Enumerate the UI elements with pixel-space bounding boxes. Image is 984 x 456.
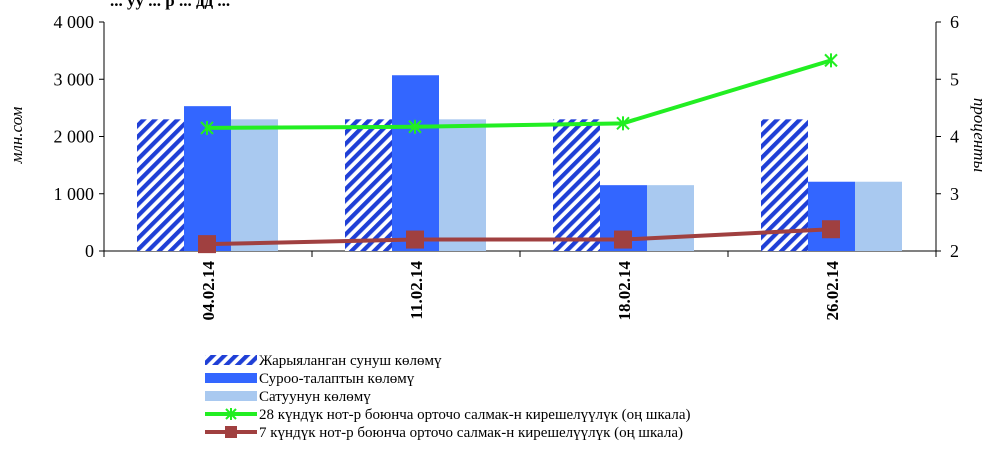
legend-label-3: 28 күндүк нот-р боюнча орточо салмак-н к… [259, 407, 690, 423]
plot-area: 0 1 000 2 000 3 000 4 000 2 3 4 5 6 млн.сом процент… [7, 12, 984, 321]
y-axis-left-label: млн.сом [7, 106, 26, 164]
legend-label-4: 7 күндүк нот-р боюнча орточо салмак-н ки… [259, 425, 683, 441]
x-tick-label: 18.02.14 [615, 261, 634, 321]
y-right-tick-label: 6 [950, 12, 959, 32]
marker-square-18.02.14 [614, 230, 632, 249]
bar-3-11.02.14 [439, 119, 486, 251]
y-left-tick-label: 2 000 [54, 127, 95, 147]
legend-swatch-0 [205, 355, 257, 365]
legend-label-1: Суроо-талаптын көлөмү [259, 371, 415, 387]
bar-1-18.02.14 [553, 119, 600, 251]
legend-swatch-1 [205, 373, 257, 383]
bar-3-26.02.14 [855, 181, 902, 251]
y-right-tick-label: 4 [950, 127, 959, 147]
chart-title: ... уу ... р ... дд ... [110, 0, 230, 10]
bar-3-18.02.14 [647, 185, 694, 251]
y-axis-right-label: проценты [970, 98, 984, 172]
line-series-3 [206, 58, 832, 130]
x-tick-label: 26.02.14 [823, 261, 842, 321]
legend-label-2: Сатуунун көлөмү [259, 389, 371, 405]
legend-swatch-2 [205, 391, 257, 401]
x-tick-label: 11.02.14 [407, 261, 426, 320]
y-left-tick-label: 0 [85, 241, 94, 261]
marker-square-26.02.14 [822, 220, 840, 239]
legend: Жарыяланган сунуш көлөмү Суроо-талаптын к… [205, 353, 690, 441]
bar-2-26.02.14 [808, 181, 855, 251]
x-tick-label: 04.02.14 [199, 261, 218, 321]
y-right-tick-label: 3 [950, 184, 959, 204]
bar-2-11.02.14 [392, 75, 439, 252]
y-left-tick-label: 4 000 [54, 12, 95, 32]
marker-asterisk-26.02.14 [824, 53, 838, 68]
bar-1-04.02.14 [137, 119, 184, 251]
marker-square-11.02.14 [406, 230, 424, 249]
legend-marker-4 [225, 426, 237, 438]
legend-marker-3 [225, 408, 237, 420]
y-right-tick-label: 5 [950, 69, 959, 89]
marker-asterisk-04.02.14 [200, 120, 214, 135]
y-left-tick-label: 3 000 [54, 69, 95, 89]
bar-3-04.02.14 [231, 119, 278, 251]
marker-square-04.02.14 [198, 235, 216, 254]
legend-label-0: Жарыяланган сунуш көлөмү [259, 353, 442, 369]
y-right-tick-label: 2 [950, 241, 959, 261]
marker-asterisk-18.02.14 [616, 116, 630, 131]
y-left-tick-label: 1 000 [54, 184, 95, 204]
marker-asterisk-11.02.14 [408, 119, 422, 134]
line-series-4 [206, 227, 832, 247]
bar-1-11.02.14 [345, 119, 392, 251]
